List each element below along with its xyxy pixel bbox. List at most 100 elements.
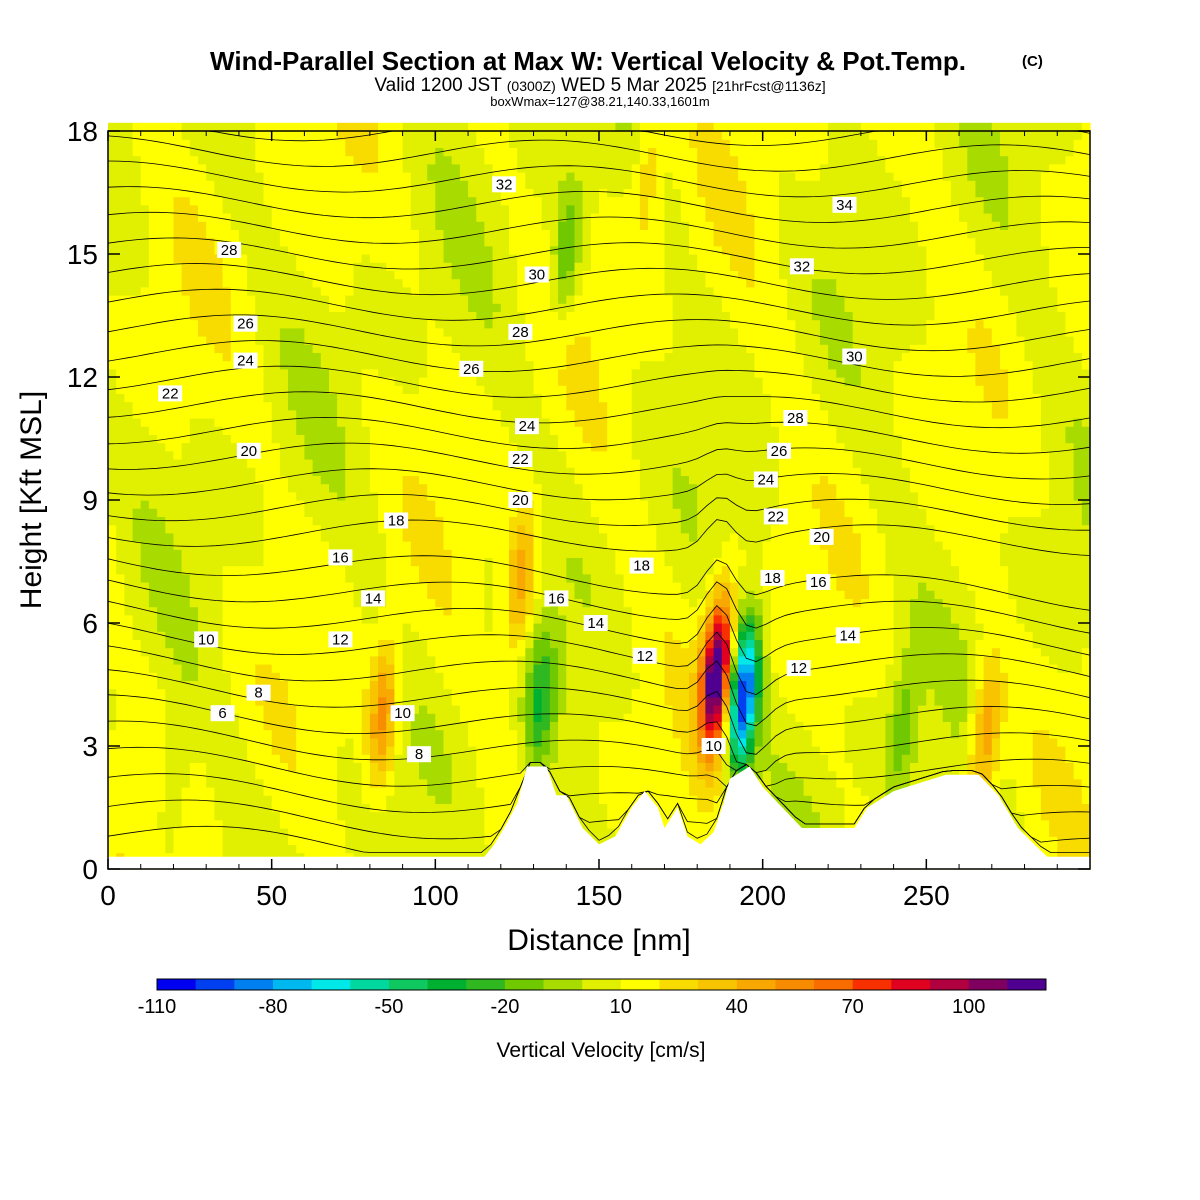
velocity-cell <box>419 631 428 640</box>
velocity-cell <box>247 254 256 263</box>
velocity-cell <box>189 532 199 542</box>
velocity-cell <box>148 163 158 173</box>
velocity-cell <box>238 590 248 599</box>
velocity-cell <box>329 295 338 304</box>
velocity-cell <box>181 688 191 698</box>
velocity-cell <box>361 155 371 165</box>
velocity-cell <box>165 705 175 714</box>
velocity-cell <box>304 426 314 435</box>
velocity-cell <box>427 598 436 608</box>
velocity-cell <box>517 172 526 181</box>
velocity-cell <box>500 491 510 501</box>
velocity-cell <box>329 541 338 550</box>
velocity-cell <box>329 803 338 813</box>
velocity-cell <box>435 377 445 386</box>
velocity-cell <box>312 459 322 468</box>
velocity-cell <box>148 303 158 312</box>
velocity-cell <box>329 131 338 140</box>
velocity-cell <box>378 180 387 189</box>
velocity-cell <box>124 614 134 624</box>
velocity-cell <box>173 483 183 493</box>
velocity-cell <box>312 582 322 591</box>
velocity-cell <box>451 696 461 706</box>
velocity-cell <box>116 163 125 173</box>
velocity-cell <box>419 475 428 485</box>
velocity-cell <box>517 770 526 780</box>
velocity-cell <box>263 409 273 419</box>
velocity-cell <box>214 295 224 304</box>
velocity-cell <box>541 467 551 476</box>
velocity-cell <box>271 688 281 698</box>
velocity-cell <box>525 204 535 214</box>
velocity-cell <box>148 844 158 854</box>
velocity-cell <box>271 532 281 542</box>
velocity-cell <box>296 565 305 575</box>
velocity-cell <box>435 352 445 362</box>
velocity-cell <box>329 327 338 337</box>
velocity-cell <box>402 811 412 821</box>
velocity-cell <box>378 541 387 550</box>
velocity-cell <box>288 647 297 657</box>
velocity-cell <box>108 828 117 837</box>
velocity-cell <box>312 475 322 485</box>
velocity-cell <box>271 664 281 673</box>
velocity-cell <box>459 352 469 362</box>
velocity-cell <box>329 844 338 854</box>
velocity-cell <box>361 696 371 706</box>
velocity-cell <box>419 467 428 476</box>
velocity-cell <box>353 721 363 731</box>
velocity-cell <box>304 688 314 698</box>
velocity-cell <box>296 770 305 780</box>
velocity-cell <box>132 729 142 739</box>
velocity-cell <box>288 639 297 649</box>
velocity-cell <box>361 705 371 714</box>
velocity-cell <box>238 270 248 280</box>
velocity-cell <box>132 787 142 796</box>
velocity-cell <box>140 582 150 591</box>
velocity-cell <box>419 737 428 747</box>
velocity-cell <box>132 303 142 312</box>
velocity-cell <box>353 270 363 280</box>
velocity-cell <box>525 155 535 165</box>
velocity-cell <box>238 336 248 345</box>
velocity-cell <box>108 836 117 845</box>
velocity-cell <box>198 508 207 517</box>
velocity-cell <box>509 278 518 288</box>
velocity-cell <box>181 491 191 501</box>
velocity-cell <box>468 639 477 649</box>
velocity-cell <box>361 237 371 247</box>
velocity-cell <box>533 664 543 673</box>
velocity-cell <box>459 344 469 353</box>
velocity-cell <box>320 590 330 599</box>
velocity-cell <box>541 336 551 345</box>
velocity-cell <box>329 721 338 731</box>
velocity-cell <box>279 639 289 649</box>
velocity-cell <box>353 459 363 468</box>
velocity-cell <box>312 631 322 640</box>
velocity-cell <box>517 245 526 255</box>
velocity-cell <box>517 122 526 132</box>
velocity-cell <box>279 524 289 534</box>
velocity-cell <box>533 163 543 173</box>
velocity-cell <box>271 623 281 632</box>
velocity-cell <box>124 565 134 575</box>
velocity-cell <box>337 573 346 583</box>
velocity-cell <box>525 598 535 608</box>
velocity-cell <box>443 401 453 411</box>
velocity-cell <box>108 401 117 411</box>
velocity-cell <box>419 213 428 222</box>
velocity-cell <box>198 327 207 337</box>
velocity-cell <box>124 713 134 722</box>
velocity-cell <box>378 639 387 649</box>
velocity-cell <box>312 549 322 558</box>
velocity-cell <box>320 237 330 247</box>
velocity-cell <box>517 524 526 534</box>
velocity-cell <box>198 770 207 780</box>
velocity-cell <box>214 442 224 452</box>
velocity-cell <box>312 483 322 493</box>
velocity-cell <box>329 565 338 575</box>
velocity-cell <box>394 180 404 189</box>
velocity-cell <box>329 122 338 132</box>
velocity-cell <box>451 729 461 739</box>
velocity-cell <box>320 557 330 567</box>
